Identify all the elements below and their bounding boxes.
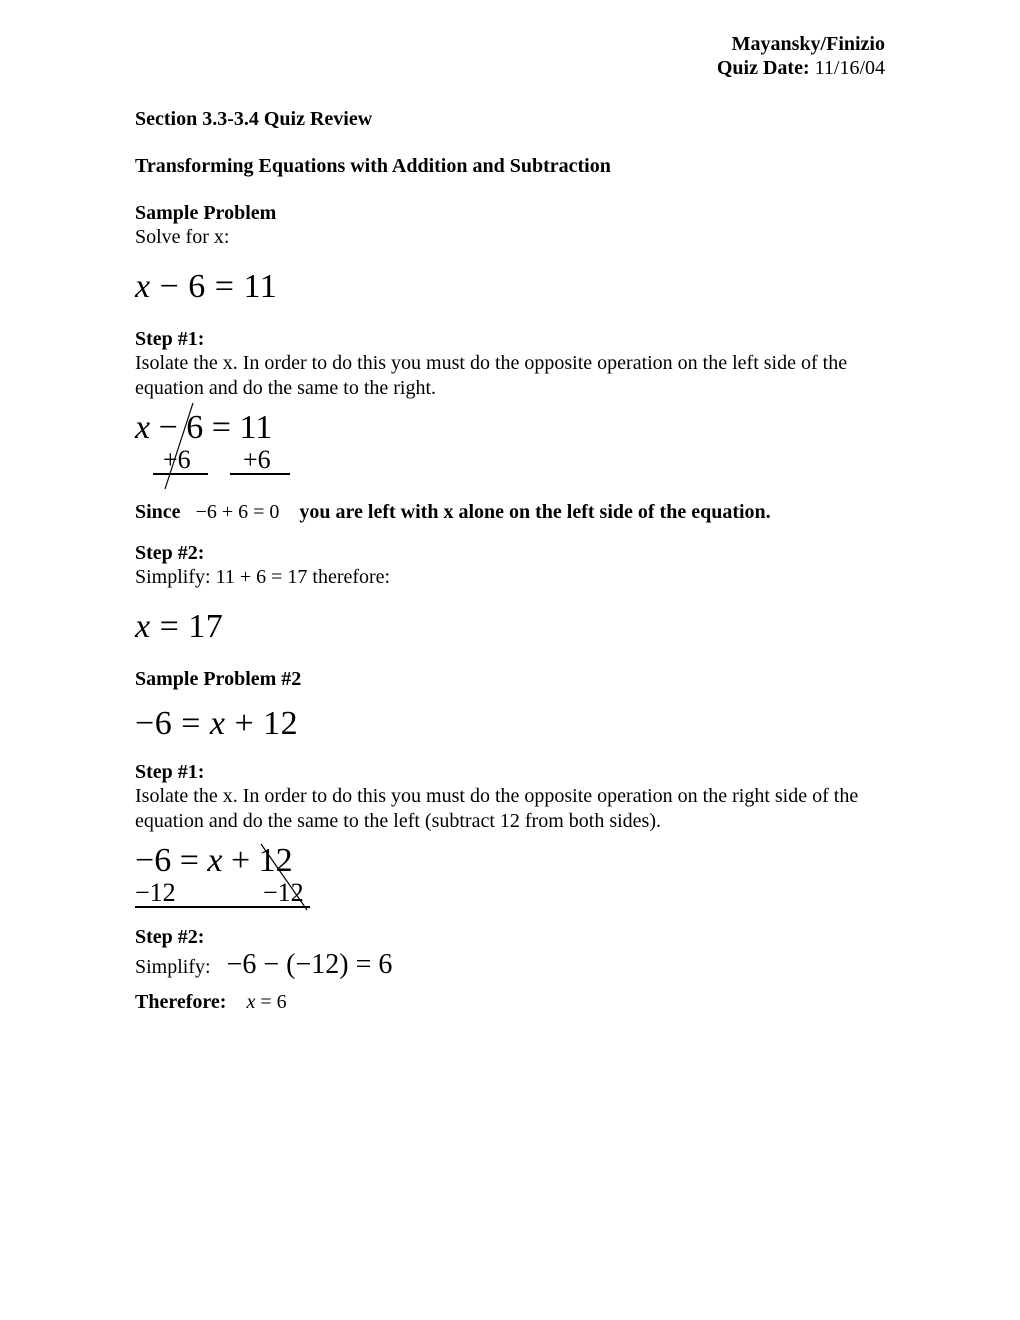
step-1-label: Step #1: xyxy=(135,328,885,351)
since-suffix: you are left with x alone on the left si… xyxy=(299,501,770,523)
step-2-label: Step #2: xyxy=(135,542,885,565)
quiz-date-line: Quiz Date: 11/16/04 xyxy=(135,56,885,80)
step-2-line-2: Simplify: −6 − (−12) = 6 xyxy=(135,949,885,981)
work-block-2: −6 = x + 12 −12 −12 xyxy=(135,842,885,916)
underline-left-1 xyxy=(153,473,208,475)
sample-problem-1-heading: Sample Problem xyxy=(135,202,885,225)
step-2-block: Step #2: Simplify: 11 + 6 = 17 therefore… xyxy=(135,542,885,590)
step-2-block-2: Step #2: Simplify: −6 − (−12) = 6 xyxy=(135,926,885,981)
step-1-text-2: Isolate the x. In order to do this you m… xyxy=(135,784,885,834)
equation-1: x − 6 = 11 xyxy=(135,268,885,306)
therefore-line: Therefore: x = 6 xyxy=(135,991,885,1014)
step-1-block-2: Step #1: Isolate the x. In order to do t… xyxy=(135,761,885,834)
work-add-right: +6 xyxy=(243,445,271,475)
step-2-math-2: −6 − (−12) = 6 xyxy=(227,949,393,980)
document-page: Mayansky/Finizio Quiz Date: 11/16/04 Sec… xyxy=(0,0,1020,1320)
solve-for-text: Solve for x: xyxy=(135,225,885,250)
step-1-text: Isolate the x. In order to do this you m… xyxy=(135,351,885,401)
work-sub-left: −12 xyxy=(135,878,176,908)
equation-2: −6 = x + 12 xyxy=(135,705,885,743)
sample-problem-2-heading: Sample Problem #2 xyxy=(135,668,885,691)
work-sub-right: −12 xyxy=(263,878,304,908)
section-title: Section 3.3-3.4 Quiz Review xyxy=(135,108,885,131)
quiz-date-label: Quiz Date: xyxy=(717,57,810,79)
therefore-label: Therefore: xyxy=(135,991,226,1013)
since-math: −6 + 6 = 0 xyxy=(196,501,280,523)
header-right: Mayansky/Finizio Quiz Date: 11/16/04 xyxy=(135,32,885,80)
step-1-block: Step #1: Isolate the x. In order to do t… xyxy=(135,328,885,401)
step-1-label-2: Step #1: xyxy=(135,761,885,784)
work-equation-1: x − 6 = 11 xyxy=(135,409,272,447)
step-2-label-2: Step #2: xyxy=(135,926,885,949)
work-equation-2: −6 = x + 12 xyxy=(135,842,293,880)
underline-right-1 xyxy=(230,473,290,475)
since-prefix: Since xyxy=(135,501,181,523)
work-add-left: +6 xyxy=(163,445,191,475)
underline-2 xyxy=(135,906,310,908)
since-line: Since −6 + 6 = 0 you are left with x alo… xyxy=(135,501,885,524)
quiz-date-value: 11/16/04 xyxy=(815,57,885,79)
step-2-prefix-2: Simplify: xyxy=(135,956,211,978)
step-2-text: Simplify: 11 + 6 = 17 therefore: xyxy=(135,565,885,590)
work-block-1: x − 6 = 11 +6 +6 xyxy=(135,409,885,487)
teacher-names: Mayansky/Finizio xyxy=(135,32,885,56)
section-subtitle: Transforming Equations with Addition and… xyxy=(135,155,885,178)
therefore-math: x = 6 xyxy=(246,991,286,1013)
result-1: x = 17 xyxy=(135,608,885,646)
